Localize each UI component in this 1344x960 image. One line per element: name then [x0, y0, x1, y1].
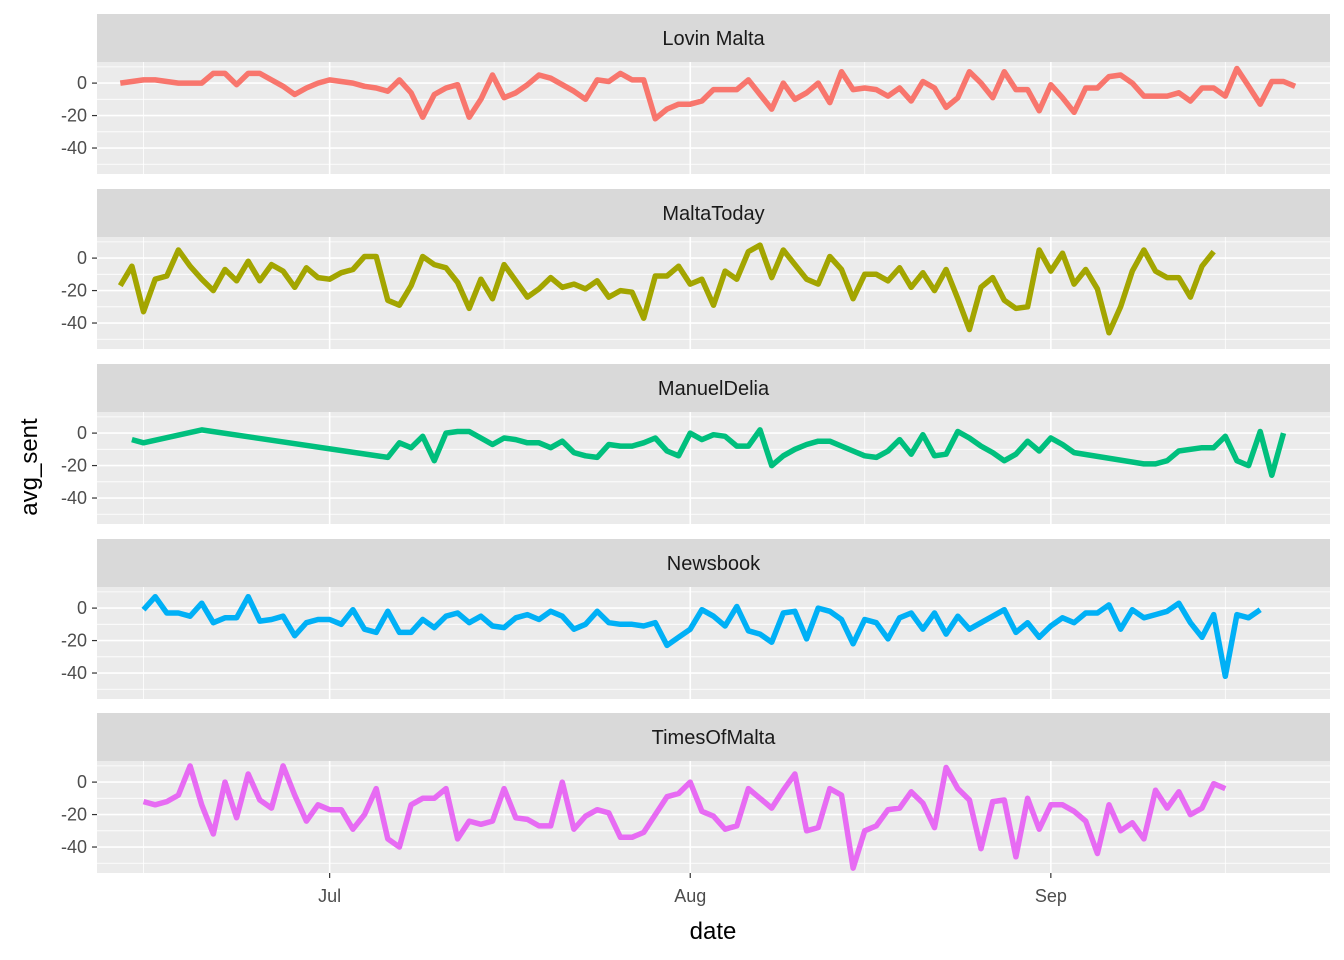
facet-strip: [97, 539, 1330, 587]
y-tick-label: -40: [61, 837, 87, 857]
facet-strip: [97, 14, 1330, 62]
facet-panel: TimesOfMalta 0 -20 -40: [61, 713, 1330, 873]
facet-strip-label: MaltaToday: [662, 203, 764, 225]
y-tick-label: -40: [61, 138, 87, 158]
y-tick-label: 0: [77, 598, 87, 618]
facet-strip-label: ManuelDelia: [658, 378, 770, 400]
series-line: [119, 65, 1297, 122]
facet-strip-label: Newsbook: [667, 553, 761, 575]
panels-layer: Lovin Malta0-20-40MaltaToday0-20-40Manue…: [61, 14, 1330, 873]
series-line: [141, 593, 1262, 680]
y-tick-label: -20: [61, 281, 87, 301]
y-tick-label: -20: [61, 631, 87, 651]
series-line: [142, 763, 1227, 871]
plot-background: [97, 62, 1330, 174]
facet-panel: ManuelDelia 0 -20 -40: [61, 364, 1330, 524]
plot-background: [97, 587, 1330, 699]
x-tick-label: Sep: [1035, 886, 1067, 906]
x-tick-label: Aug: [674, 886, 706, 906]
y-tick-label: -20: [61, 106, 87, 126]
y-tick-label: 0: [77, 248, 87, 268]
facet-panel: Lovin Malta 0 -20 -40: [61, 14, 1330, 174]
facet-panel: MaltaToday 0 -20 -40: [61, 189, 1330, 349]
facet-strip-label: Lovin Malta: [662, 28, 765, 50]
series-line: [117, 242, 1216, 336]
facet-strip: [97, 189, 1330, 237]
y-tick-label: -20: [61, 805, 87, 825]
facet-strip-label: TimesOfMalta: [652, 727, 777, 749]
y-tick-label: -20: [61, 456, 87, 476]
facet-strip: [97, 364, 1330, 412]
y-axis-title: avg_sent: [16, 418, 43, 516]
y-tick-label: 0: [77, 423, 87, 443]
plot-background: [97, 412, 1330, 524]
y-tick-label: -40: [61, 663, 87, 683]
series-line: [131, 427, 1287, 479]
x-tick-label: Jul: [318, 886, 341, 906]
y-tick-label: 0: [77, 73, 87, 93]
x-axis-title: date: [690, 918, 737, 945]
y-tick-label: -40: [61, 488, 87, 508]
y-tick-label: 0: [77, 772, 87, 792]
y-tick-label: -40: [61, 313, 87, 333]
facet-panel: Newsbook 0 -20 -40: [61, 539, 1330, 699]
x-axis: Jul Aug Sep: [318, 873, 1067, 906]
facet-strip: [97, 713, 1330, 761]
